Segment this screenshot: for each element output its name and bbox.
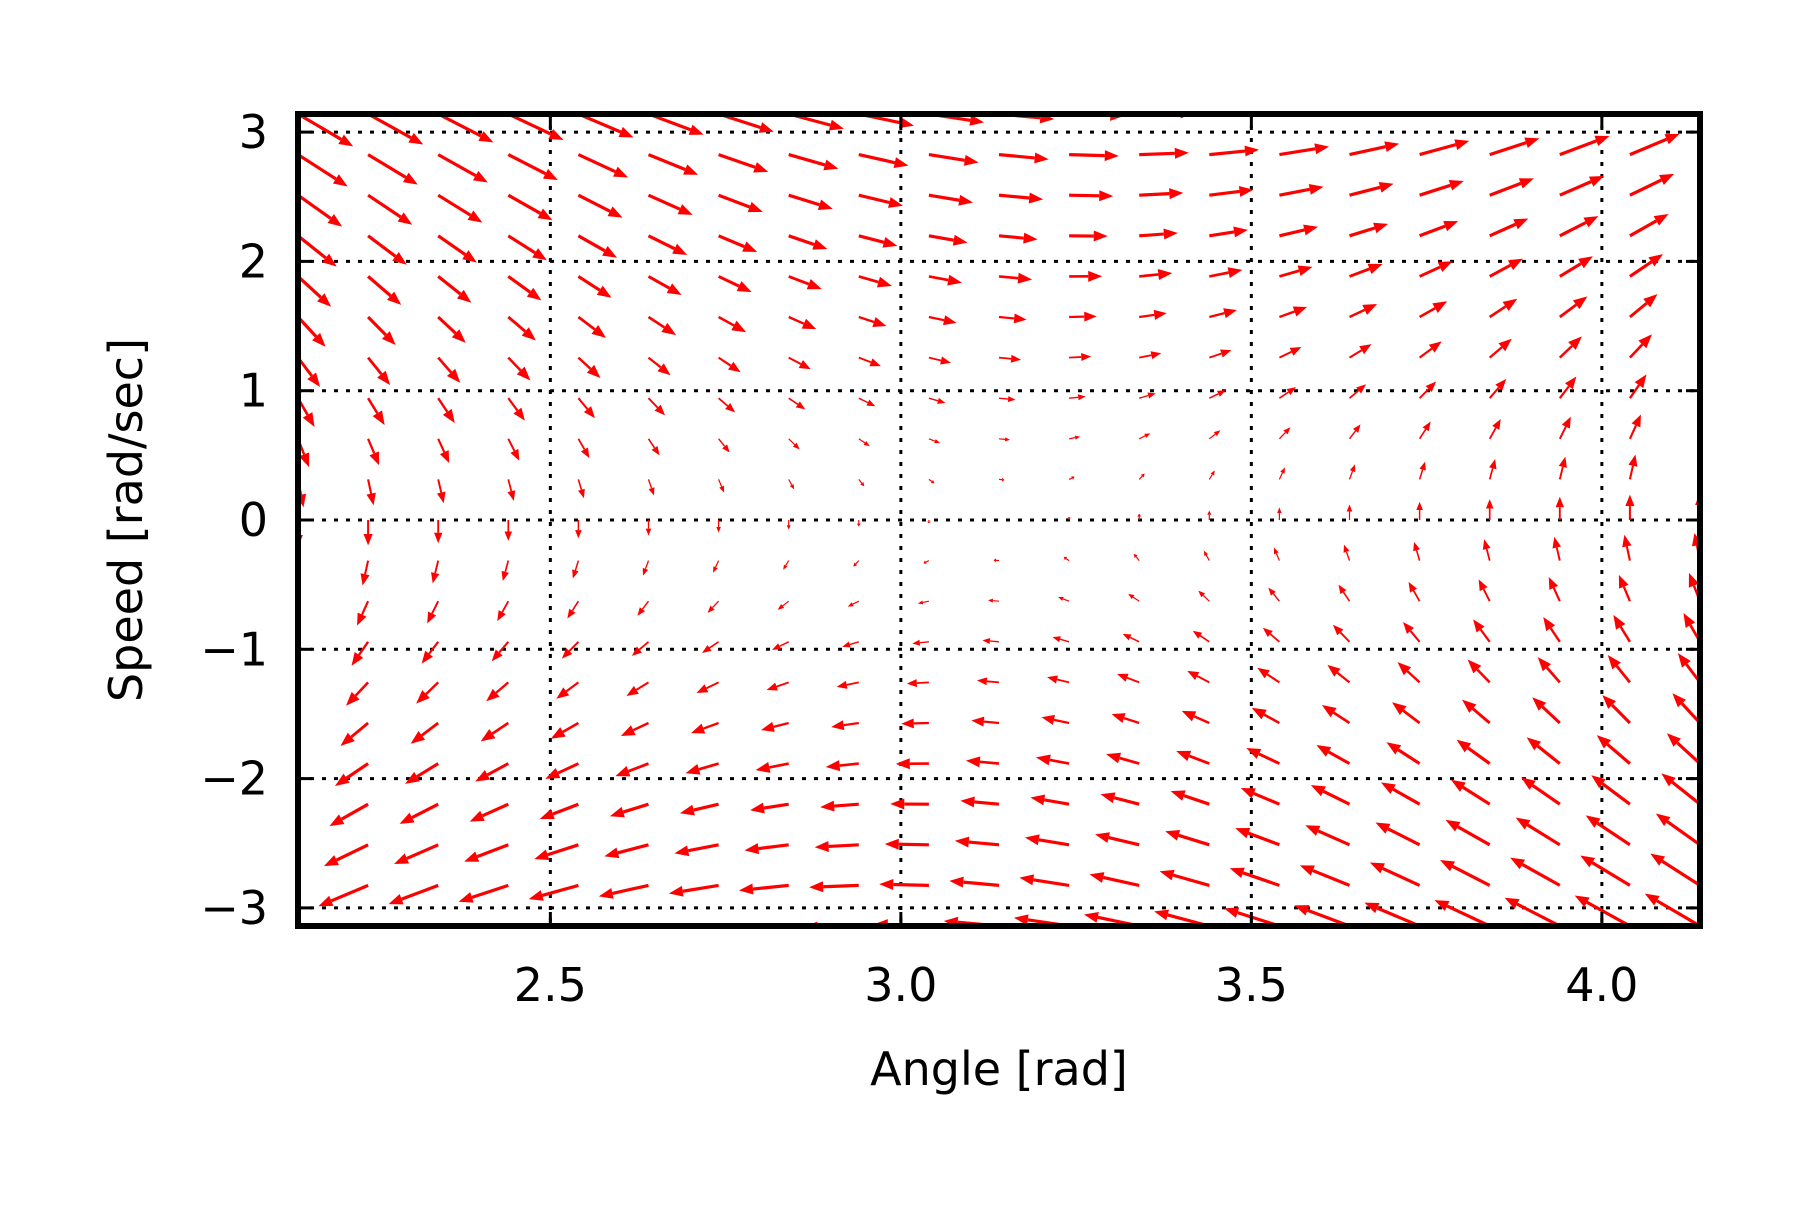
- x-tick-label-2: 3.5: [1215, 958, 1288, 1012]
- y-tick-label-2: −1: [200, 622, 268, 676]
- y-axis-label: Speed [rad/sec]: [99, 338, 153, 702]
- y-tick-label-1: −2: [200, 752, 268, 806]
- x-tick-label-3: 4.0: [1565, 958, 1638, 1012]
- y-tick-label-5: 2: [239, 234, 268, 288]
- y-tick-label-4: 1: [239, 364, 268, 418]
- y-tick-label-6: 3: [239, 105, 268, 159]
- y-tick-label-3: 0: [239, 493, 268, 547]
- x-axis-label: Angle [rad]: [870, 1042, 1128, 1096]
- x-tick-label-0: 2.5: [514, 958, 587, 1012]
- y-tick-label-0: −3: [200, 881, 268, 935]
- x-tick-label-1: 3.0: [864, 958, 937, 1012]
